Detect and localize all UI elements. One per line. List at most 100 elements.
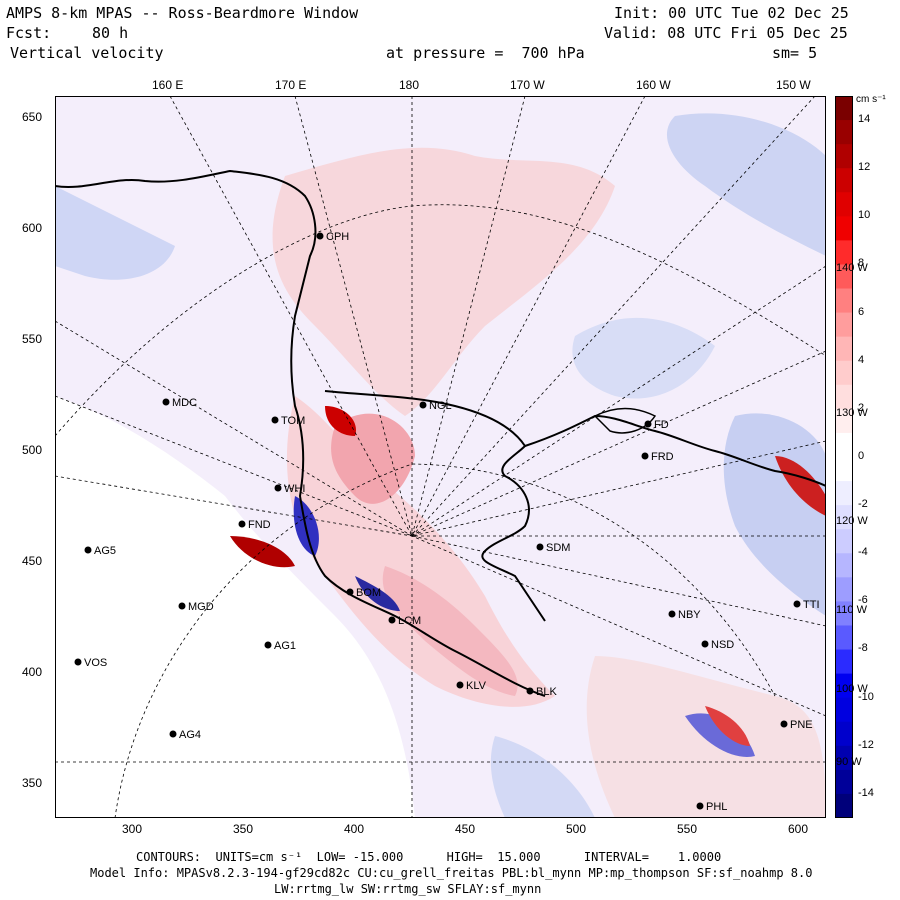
station-dot (793, 600, 801, 608)
station-label: WHI (284, 483, 305, 495)
grid-x-400: 400 (344, 822, 365, 836)
positive-region (382, 566, 518, 696)
station-label: VOS (84, 657, 107, 669)
positive-region (775, 456, 826, 516)
colorbar-swatch (835, 360, 853, 386)
lon-label-170e: 170 E (275, 78, 307, 92)
colorbar-label: -14 (858, 786, 874, 799)
station-label: TTI (803, 599, 820, 611)
station-label: MDC (172, 397, 197, 409)
station-dot (696, 802, 704, 810)
colorbar-label: -8 (858, 642, 868, 655)
station-dot (536, 543, 544, 551)
coastline (324, 390, 546, 622)
grid-y-650: 650 (22, 110, 43, 124)
colorbar-swatch (835, 505, 853, 530)
colorbar-label: -4 (858, 546, 868, 559)
station-label: LCM (398, 615, 421, 627)
forecast-hour: 80 h (92, 24, 129, 42)
colorbar-swatch (835, 288, 853, 314)
station-label: AG5 (94, 545, 116, 557)
station-markers: CPH NGL MDC TOM FD FRD WHI FND AG5 SDM MGD BOM LCM NB… (74, 231, 820, 813)
grid-x-550: 550 (677, 822, 698, 836)
grid-x-600: 600 (788, 822, 809, 836)
station-label: FND (248, 519, 271, 531)
station-dot (456, 681, 464, 689)
station-label: CPH (326, 231, 349, 243)
grid-y-600: 600 (22, 221, 43, 235)
station-label: PHL (706, 801, 727, 813)
station-label: NGL (429, 400, 452, 412)
colorbar (835, 96, 853, 818)
colorbar-swatch (835, 649, 853, 675)
station-dot (238, 520, 246, 528)
colorbar-swatch (835, 721, 853, 747)
model-info-line2: LW:rrtmg_lw SW:rrtmg_sw SFLAY:sf_mynn (274, 882, 542, 896)
station-dot (644, 420, 652, 428)
grid-x-350: 350 (233, 822, 254, 836)
lon-label-160w: 160 W (636, 78, 671, 92)
colorbar-label: 4 (858, 353, 865, 366)
negative-region (572, 317, 715, 399)
calm-region (55, 396, 415, 818)
lon-label-160e: 160 E (152, 78, 184, 92)
colorbar-label: 8 (858, 257, 865, 270)
lon-label-90w: 90 W (836, 756, 862, 768)
smoothing: sm= 5 (772, 44, 818, 62)
colorbar-label: 14 (858, 113, 871, 126)
station-dot (274, 484, 282, 492)
station-label: TOM (281, 415, 305, 427)
grid-x-450: 450 (455, 822, 476, 836)
colorbar-swatch (835, 312, 853, 338)
colorbar-swatch (835, 793, 853, 818)
station-dot (169, 730, 177, 738)
colorbar-label: -2 (858, 498, 868, 511)
lon-label-130w: 130 W (836, 407, 868, 419)
colorbar-swatch (835, 336, 853, 362)
colorbar-swatch (835, 168, 853, 193)
colorbar-swatch (835, 553, 853, 578)
station-dot (780, 720, 788, 728)
positive-region (705, 706, 750, 746)
lon-label-100w: 100 W (836, 683, 868, 695)
station-dot (668, 610, 676, 618)
station-dot (388, 616, 396, 624)
station-dot (84, 546, 92, 554)
colorbar-label: -6 (858, 594, 868, 607)
positive-region (272, 147, 615, 416)
graticule (55, 96, 826, 818)
forecast-label: Fcst: (6, 24, 52, 42)
colorbar-label: 2 (858, 401, 865, 414)
station-label: FRD (651, 451, 674, 463)
colorbar-label: 12 (858, 161, 871, 174)
lon-label-150w: 150 W (776, 78, 811, 92)
lon-label-140w: 140 W (836, 262, 868, 274)
station-dot (346, 588, 354, 596)
positive-region (230, 536, 295, 568)
station-label: BOM (356, 587, 381, 599)
station-label: MGD (188, 601, 214, 613)
station-dot (271, 416, 279, 424)
coastline (55, 169, 546, 697)
pressure-level: at pressure = 700 hPa (386, 44, 585, 62)
colorbar-swatch (835, 697, 853, 723)
map-title: AMPS 8-km MPAS -- Ross-Beardmore Window (6, 4, 359, 22)
grid-x-500: 500 (566, 822, 587, 836)
valid-time: Valid: 08 UTC Fri 05 Dec 25 (604, 24, 848, 42)
negative-region (355, 576, 400, 611)
grid-y-400: 400 (22, 665, 43, 679)
colorbar-swatch (835, 408, 853, 434)
station-dot (178, 602, 186, 610)
station-dot (316, 232, 324, 240)
station-label: KLV (466, 680, 487, 692)
grid-y-450: 450 (22, 554, 43, 568)
field-name: Vertical velocity (10, 44, 164, 62)
colorbar-swatch (835, 481, 853, 506)
station-label: NBY (678, 609, 701, 621)
negative-region (490, 736, 595, 818)
station-label: SDM (546, 542, 570, 554)
station-label: PNE (790, 719, 813, 731)
colorbar-swatch (835, 745, 853, 771)
station-label: NSD (711, 639, 734, 651)
lon-label-120w: 120 W (836, 515, 868, 527)
